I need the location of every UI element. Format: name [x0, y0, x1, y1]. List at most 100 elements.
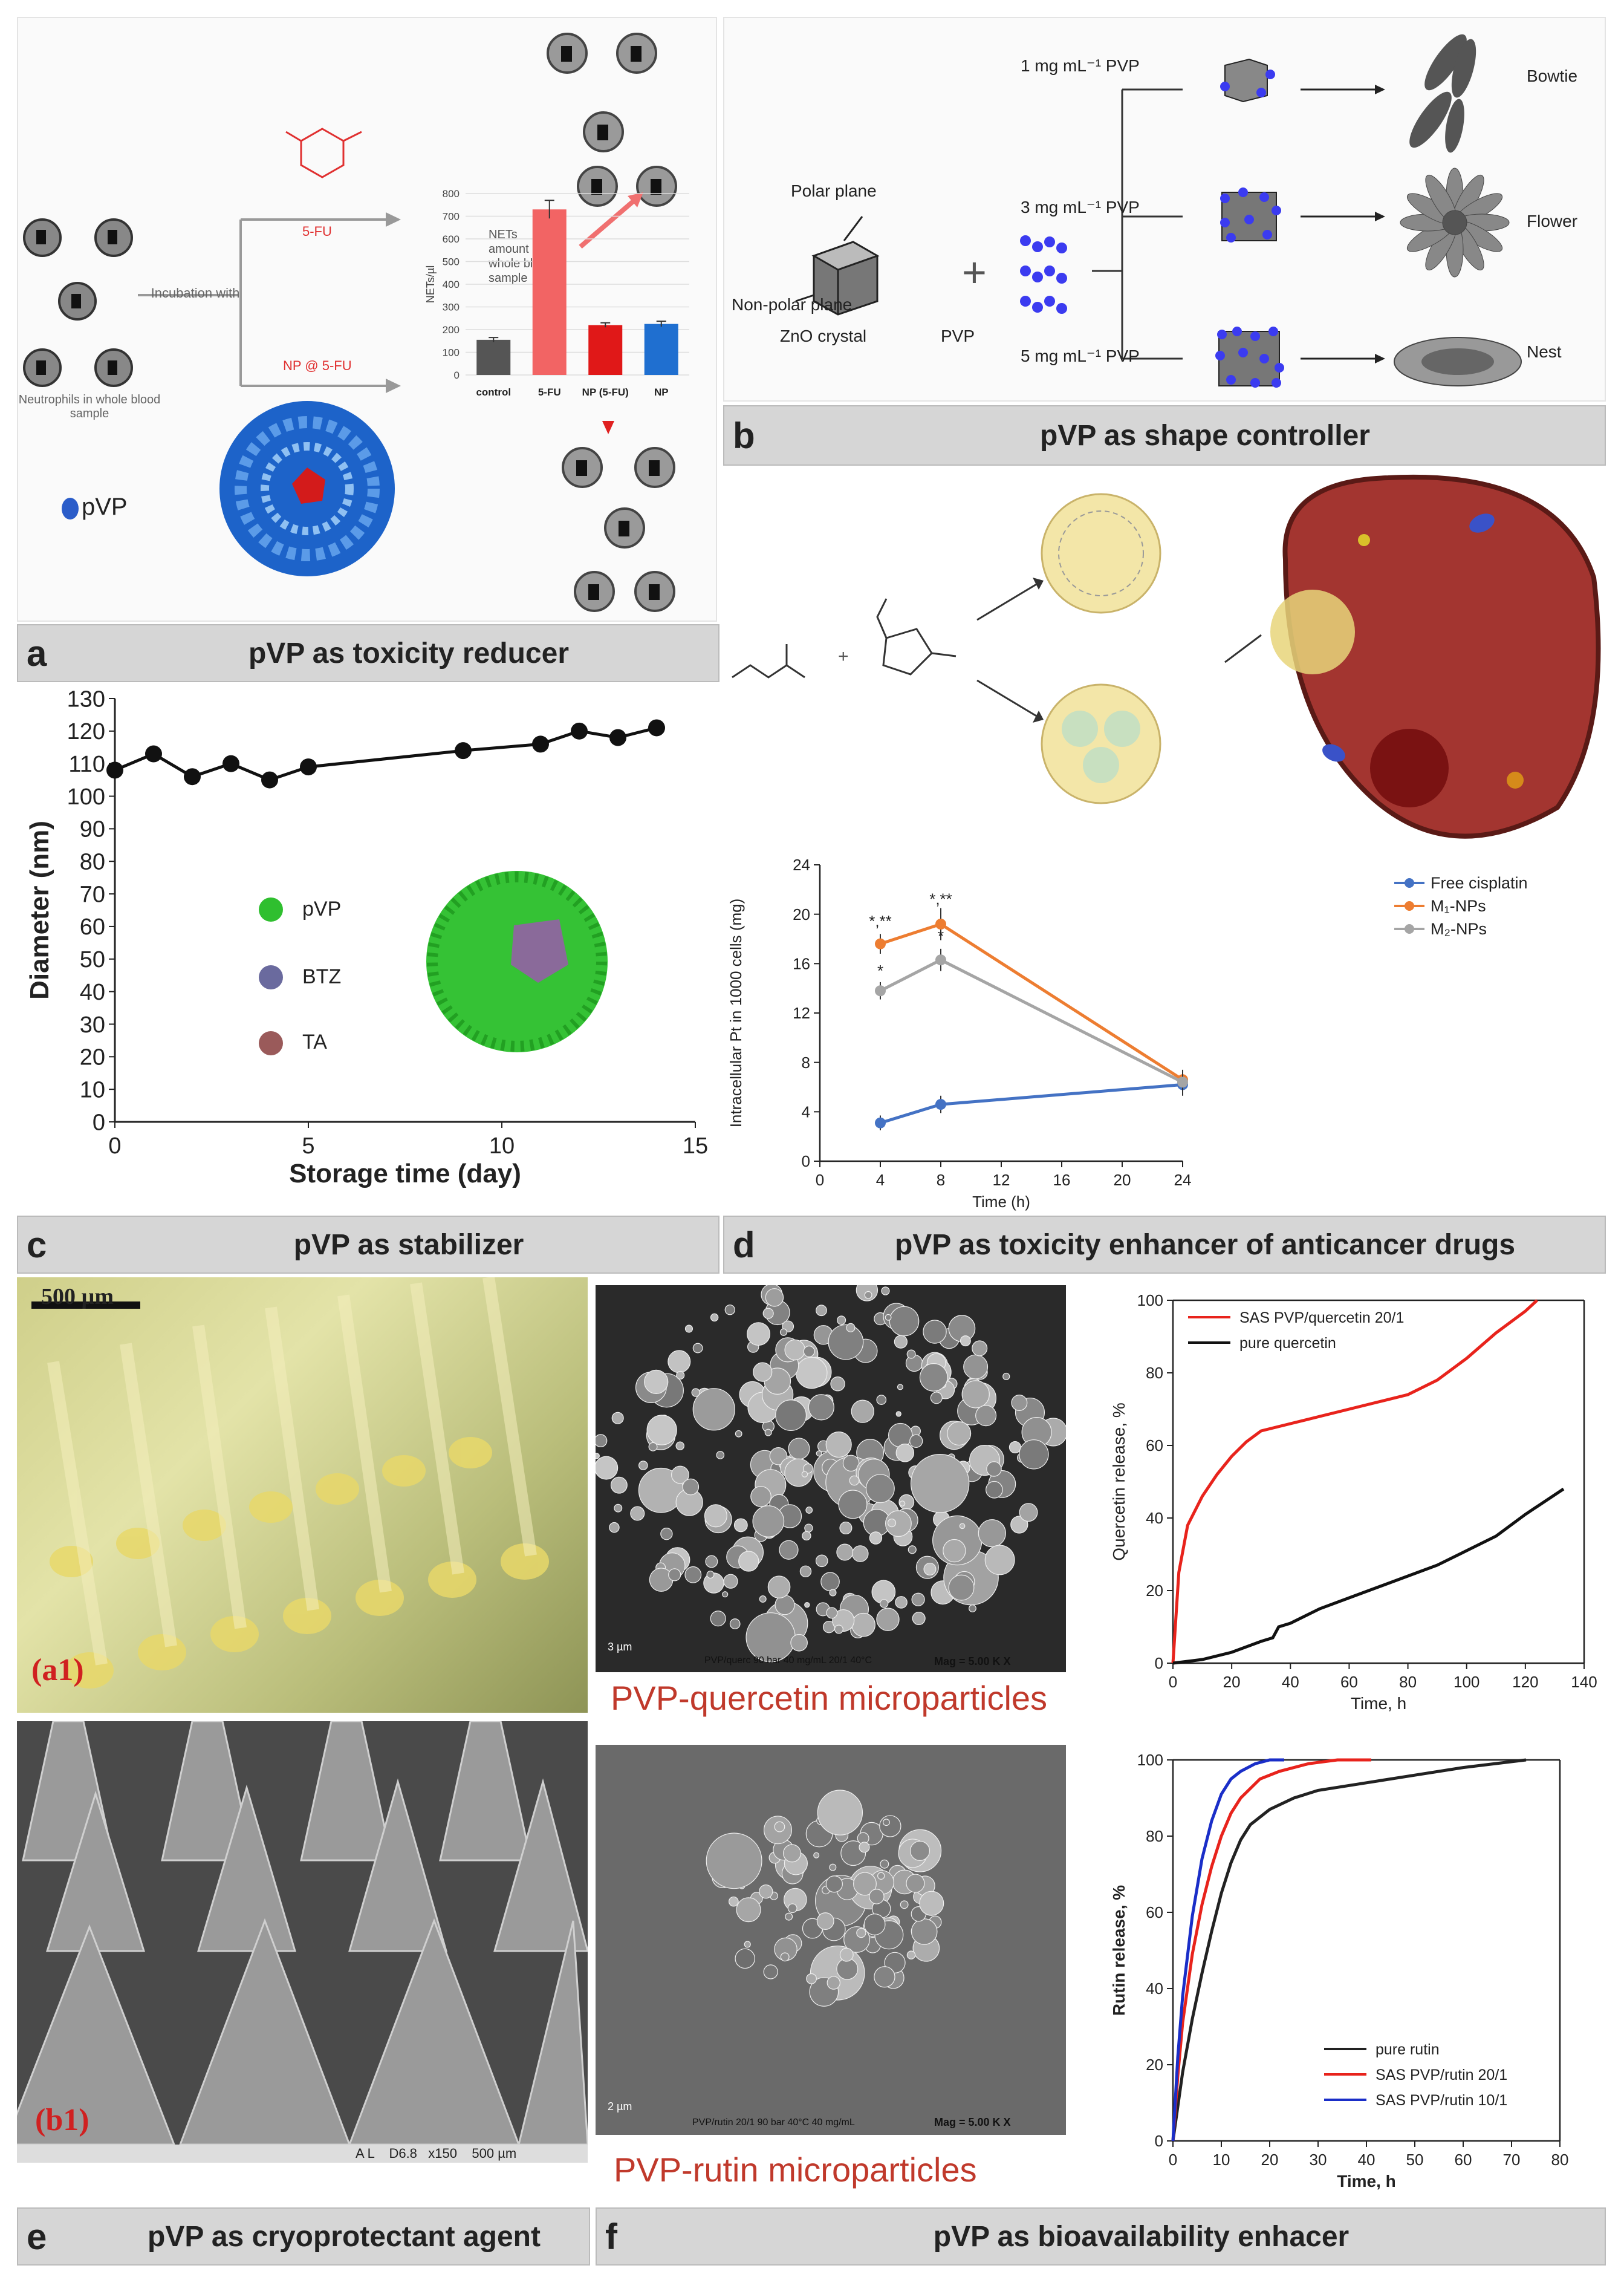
- microparticle: [816, 1450, 822, 1457]
- cancer-cell: [1270, 474, 1601, 839]
- microparticle: [614, 1503, 623, 1513]
- microparticle: [888, 1422, 913, 1448]
- zno-crystal: [811, 241, 880, 316]
- microparticle: [879, 1599, 889, 1608]
- y-tick-label: 500: [443, 256, 460, 268]
- nanoparticle-illustration: [426, 871, 608, 1052]
- microparticle: [736, 1897, 761, 1923]
- caption-quercetin: PVP-quercetin microparticles: [611, 1679, 1048, 1717]
- x-tick-label: control: [476, 386, 511, 398]
- sem-footer: A L D6.8 x150 500 µm: [356, 2146, 517, 2161]
- series-line: [1171, 1758, 1527, 2142]
- microparticle: [596, 1456, 619, 1480]
- panel-b-letter: b: [733, 415, 755, 456]
- sem2-scale: 2 µm: [608, 2100, 632, 2112]
- microparticle: [947, 1421, 972, 1446]
- y-tick-label: 60: [1146, 1436, 1163, 1454]
- y-axis-label: Intracellular Pt in 1000 cells (mg): [727, 899, 745, 1128]
- data-point: [935, 919, 946, 930]
- incubation-label: Incubation with: [151, 285, 240, 301]
- microparticle: [825, 1875, 843, 1893]
- pvp-legend-dot: [62, 498, 79, 520]
- x-tick-label: 20: [1261, 2151, 1279, 2169]
- data-point: [145, 745, 162, 763]
- microparticle: [804, 1601, 810, 1608]
- microparticle: [799, 1565, 812, 1577]
- microparticle: [919, 1363, 948, 1392]
- x-tick-label: 30: [1310, 2151, 1327, 2169]
- y-tick-label: 10: [80, 1077, 105, 1103]
- x-tick-label: 40: [1282, 1673, 1299, 1691]
- microparticle: [969, 1604, 976, 1612]
- legend-label: M₂-NPs: [1431, 920, 1487, 938]
- data-point: [648, 719, 665, 737]
- x-tick-label: 12: [993, 1171, 1010, 1189]
- microparticle: [724, 1305, 735, 1315]
- panel-e-title: pVP as cryoprotectant agent: [148, 2220, 541, 2253]
- y-tick-label: 130: [67, 686, 105, 712]
- microparticle: [910, 1454, 970, 1513]
- data-point: [875, 938, 886, 950]
- panel-b-title: pVP as shape controller: [1040, 419, 1370, 452]
- legend-label: M₁-NPs: [1431, 897, 1486, 915]
- microparticle: [795, 1357, 828, 1389]
- microparticle: [745, 1612, 796, 1663]
- panel-f-letter: f: [605, 2216, 617, 2257]
- microparticle: [895, 1596, 908, 1609]
- microparticle: [887, 1518, 897, 1528]
- x-tick-label: 80: [1399, 1673, 1417, 1691]
- microparticle: [825, 1432, 852, 1458]
- y-tick-label: 20: [1146, 2056, 1163, 2074]
- microparticle: [728, 1896, 739, 1907]
- legend-marker: [1405, 901, 1414, 911]
- conc-1mg-label: 1 mg mL⁻¹ PVP: [1021, 56, 1140, 75]
- microparticle: [706, 1832, 762, 1889]
- microparticle: [803, 1463, 813, 1474]
- 5fu-label: 5-FU: [302, 224, 332, 239]
- microparticle: [716, 1451, 725, 1459]
- x-tick-label: NP (5-FU): [582, 386, 629, 398]
- chart-rutin: 0 10 20 30 40 50 60 70 80 0 20 40 60 80 100 Time, h Ruti…: [1109, 1751, 1568, 2191]
- x-tick-label: 10: [1213, 2151, 1230, 2169]
- microparticle: [722, 1591, 729, 1598]
- microparticle: [899, 1500, 906, 1507]
- x-axis-label: Storage time (day): [289, 1159, 521, 1188]
- y-tick-label: 80: [80, 850, 105, 875]
- microparticle: [660, 1528, 673, 1540]
- y-tick-label: 300: [443, 302, 460, 313]
- microparticle: [1011, 1394, 1028, 1411]
- microparticle: [894, 1335, 908, 1349]
- y-tick-label: 400: [443, 279, 460, 290]
- microparticle: [885, 1314, 892, 1321]
- microparticle: [735, 1430, 742, 1438]
- y-tick-label: 12: [793, 1004, 810, 1022]
- data-point: [935, 954, 946, 966]
- microparticle: [853, 1872, 877, 1896]
- microparticle: [877, 1872, 885, 1880]
- microparticle: [978, 1519, 1006, 1548]
- y-tick-label: 8: [802, 1054, 810, 1072]
- microparticle: [638, 1461, 648, 1470]
- microparticle: [759, 1595, 767, 1603]
- x-axis-label: Time (h): [972, 1193, 1030, 1211]
- y-tick-label: 80: [1146, 1827, 1163, 1845]
- legend-markers: [259, 897, 283, 1055]
- panel-a-banner: a pVP as toxicity reducer: [17, 624, 719, 682]
- microparticle: [889, 1306, 920, 1337]
- significance-label: *: [877, 962, 883, 980]
- y-tick-label: 40: [1146, 1509, 1163, 1527]
- x-tick-label: 0: [816, 1171, 824, 1189]
- panel-d-letter: d: [733, 1224, 755, 1265]
- microparticle: [839, 1947, 854, 1962]
- microparticle: [820, 1572, 840, 1592]
- microparticle: [816, 1305, 827, 1317]
- panel-b-schematic: +: [795, 34, 1522, 388]
- microparticle: [828, 1324, 864, 1360]
- x-tick-label: 16: [1053, 1171, 1071, 1189]
- y-tick-label: 100: [67, 784, 105, 810]
- series-line: [880, 1083, 1183, 1125]
- x-tick-label: 40: [1358, 2151, 1376, 2169]
- microparticle: [895, 1411, 901, 1417]
- microparticle: [783, 1844, 801, 1863]
- sem-cones: [17, 1721, 588, 2163]
